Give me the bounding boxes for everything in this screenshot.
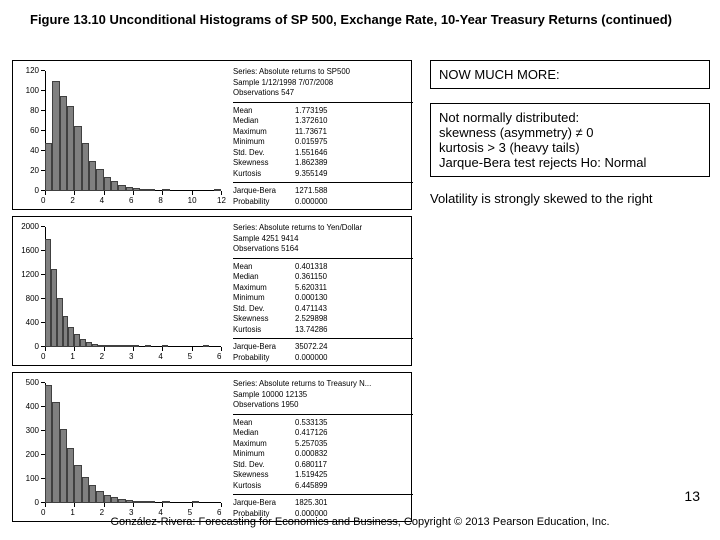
xtick-label: 0 <box>41 196 45 205</box>
panels-column: 020406080100120024681012Series: Absolute… <box>12 60 412 528</box>
histogram-bar <box>67 106 74 191</box>
panel-yendollar: 0 400 800 1200 1600 2000 0 1 2 3 4 5 6 Series: Absolu… <box>12 216 412 366</box>
ytick-label: 0 <box>17 342 39 351</box>
footer-citation: González-Rivera: Forecasting for Economi… <box>0 516 720 528</box>
ytick-label: 400 <box>17 402 39 411</box>
annot-l3: kurtosis > 3 (heavy tails) <box>439 140 701 155</box>
histogram-bar <box>148 189 155 191</box>
xtick-label: 8 <box>158 196 162 205</box>
histogram-bar <box>45 143 52 191</box>
histogram-bar <box>118 185 125 191</box>
histogram-bar <box>133 501 140 503</box>
annot-vol: Volatility is strongly skewed to the rig… <box>430 191 710 206</box>
histogram-bar <box>140 189 147 191</box>
histogram-bar <box>45 385 52 503</box>
histogram-chart: 0 400 800 1200 1600 2000 0 1 2 3 4 5 6 <box>17 221 227 363</box>
ytick-label: 500 <box>17 378 39 387</box>
histogram-bar <box>126 500 133 503</box>
stats-block: Series: Absolute returns to Treasury N..… <box>233 379 409 519</box>
ytick-label: 400 <box>17 318 39 327</box>
histogram-bar <box>203 345 209 347</box>
xtick-label: 6 <box>129 196 133 205</box>
histogram-bar <box>148 501 155 503</box>
histogram-chart: 01002003004005000123456 <box>17 377 227 519</box>
figure-title: Figure 13.10 Unconditional Histograms of… <box>30 12 672 27</box>
histogram-bar <box>111 181 118 191</box>
ytick-label: 20 <box>17 166 39 175</box>
xtick-label: 4 <box>158 352 162 361</box>
ytick-label: 2000 <box>17 222 39 231</box>
histogram-bar <box>104 495 111 503</box>
xtick-label: 12 <box>217 196 226 205</box>
annot-l4: Jarque-Bera test rejects Ho: Normal <box>439 155 701 170</box>
ytick-label: 1200 <box>17 270 39 279</box>
histogram-bar <box>52 402 59 503</box>
histogram-bar <box>60 429 67 503</box>
panel-sp500: 0 20 40 60 80 100 120 0 2 4 6 8 10 12 Series: Absolute… <box>12 60 412 210</box>
stats-block: Series: Absolute returns to SP500Sample … <box>233 67 409 207</box>
histogram-bar <box>162 345 168 347</box>
ytick-label: 100 <box>17 474 39 483</box>
annot-l1: Not normally distributed: <box>439 110 701 125</box>
histogram-bar <box>118 499 125 503</box>
histogram-bar <box>89 161 96 191</box>
ytick-label: 0 <box>17 186 39 195</box>
annot-body-box: Not normally distributed: skewness (asym… <box>430 103 710 177</box>
histogram-bar <box>162 501 169 503</box>
histogram-bar <box>126 187 133 191</box>
histogram-bar <box>145 345 151 347</box>
ytick-label: 120 <box>17 66 39 75</box>
histogram-bar <box>52 81 59 191</box>
annot-l2: skewness (asymmetry) ≠ 0 <box>439 125 701 140</box>
xtick-label: 4 <box>100 196 104 205</box>
xtick-label: 2 <box>70 196 74 205</box>
ytick-label: 200 <box>17 450 39 459</box>
histogram-chart: 0 20 40 60 80 100 120 0 2 4 6 8 10 12 <box>17 65 227 207</box>
histogram-bar <box>74 126 81 191</box>
annotations-column: NOW MUCH MORE: Not normally distributed:… <box>430 60 710 218</box>
histogram-bar <box>96 169 103 191</box>
histogram-bar <box>133 188 140 191</box>
xtick-label: 6 <box>217 352 221 361</box>
xtick-label: 0 <box>41 352 45 361</box>
histogram-bar <box>96 491 103 503</box>
xtick-label: 3 <box>129 352 133 361</box>
histogram-bar <box>111 497 118 503</box>
histogram-bar <box>82 143 89 191</box>
ytick-label: 0 <box>17 498 39 507</box>
ytick-label: 100 <box>17 86 39 95</box>
histogram-bar <box>67 448 74 503</box>
xtick-label: 2 <box>100 352 104 361</box>
histogram-bar <box>214 189 221 191</box>
histogram-bar <box>82 477 89 503</box>
annot-header: NOW MUCH MORE: <box>439 67 560 82</box>
xtick-label: 1 <box>70 352 74 361</box>
histogram-bar <box>140 501 147 503</box>
annot-header-box: NOW MUCH MORE: <box>430 60 710 89</box>
ytick-label: 1600 <box>17 246 39 255</box>
xtick-label: 10 <box>188 196 197 205</box>
ytick-label: 800 <box>17 294 39 303</box>
ytick-label: 300 <box>17 426 39 435</box>
xtick-label: 5 <box>188 352 192 361</box>
histogram-bar <box>104 177 111 191</box>
panel-treasury: 01002003004005000123456Series: Absolute … <box>12 372 412 522</box>
ytick-label: 80 <box>17 106 39 115</box>
histogram-bar <box>133 345 139 347</box>
histogram-bar <box>89 485 96 503</box>
histogram-bar <box>162 189 169 191</box>
histogram-bar <box>192 501 199 503</box>
ytick-label: 40 <box>17 146 39 155</box>
ytick-label: 60 <box>17 126 39 135</box>
stats-block: Series: Absolute returns to Yen/DollarSa… <box>233 223 409 363</box>
page-number: 13 <box>684 488 700 504</box>
histogram-bar <box>74 465 81 503</box>
histogram-bar <box>60 96 67 191</box>
